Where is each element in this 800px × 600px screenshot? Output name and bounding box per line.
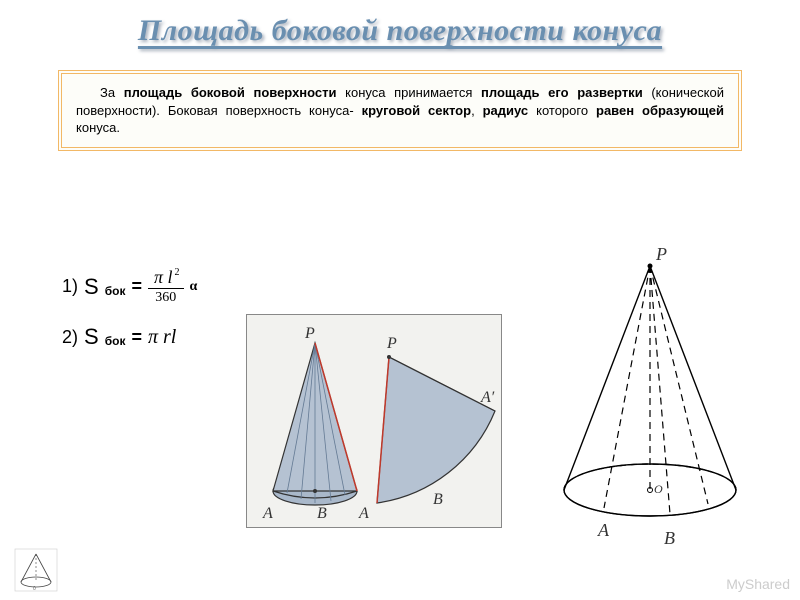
f1-exp: 2 [175,267,180,278]
def-t5: которого [528,103,596,118]
f1-l: l [163,267,173,287]
c-Aprime: A′ [481,389,494,407]
c-A2: A [359,505,369,523]
def-b1: площадь боковой поверхности [124,85,337,100]
definition-box: За площадь боковой поверхности конуса пр… [58,70,742,151]
f1-num: 1) [62,276,78,297]
c-P1: P [305,325,315,343]
c-B2: B [433,491,443,509]
def-b4: радиус [483,103,529,118]
f2-pi: π [148,326,163,348]
formula-2: 2) Sбок = π rl [62,324,176,350]
f1-pi: π [154,267,163,287]
mini-cone-icon: 0 [14,548,58,597]
title-text: Площадь боковой поверхности конуса [138,14,662,47]
def-b3: круговой сектор [362,103,471,118]
def-t4: , [471,103,483,118]
f2-rl: rl [163,326,176,348]
f1-fraction: π l2 360 [148,268,184,305]
def-t6: конуса. [76,120,120,135]
center-diagram: P P A′ A B A B [246,314,502,528]
svg-text:0: 0 [33,586,36,592]
f1-den: 360 [155,289,176,305]
def-b5: равен образующей [596,103,724,118]
r-A: А [598,520,609,541]
def-b2: площадь его развертки [481,85,643,100]
r-B: В [664,528,675,549]
f1-S: S [84,274,99,300]
f1-alpha: α [190,279,198,295]
r-P: Р [656,244,667,265]
def-t2: конуса принимается [337,85,482,100]
formula-1: 1) Sбок = π l2 360 α [62,268,197,305]
page-title: Площадь боковой поверхности конуса [0,0,800,48]
f2-sub: бок [105,334,126,348]
r-O: О [654,482,663,497]
c-P2: P [387,335,397,353]
f2-S: S [84,324,99,350]
f2-eq: = [131,327,142,348]
watermark: MyShared [726,576,790,592]
c-A1: A [263,505,273,523]
f1-eq: = [131,276,142,297]
def-t1: За [100,85,124,100]
c-B1: B [317,505,327,523]
f1-sub: бок [105,284,126,298]
f2-num: 2) [62,327,78,348]
